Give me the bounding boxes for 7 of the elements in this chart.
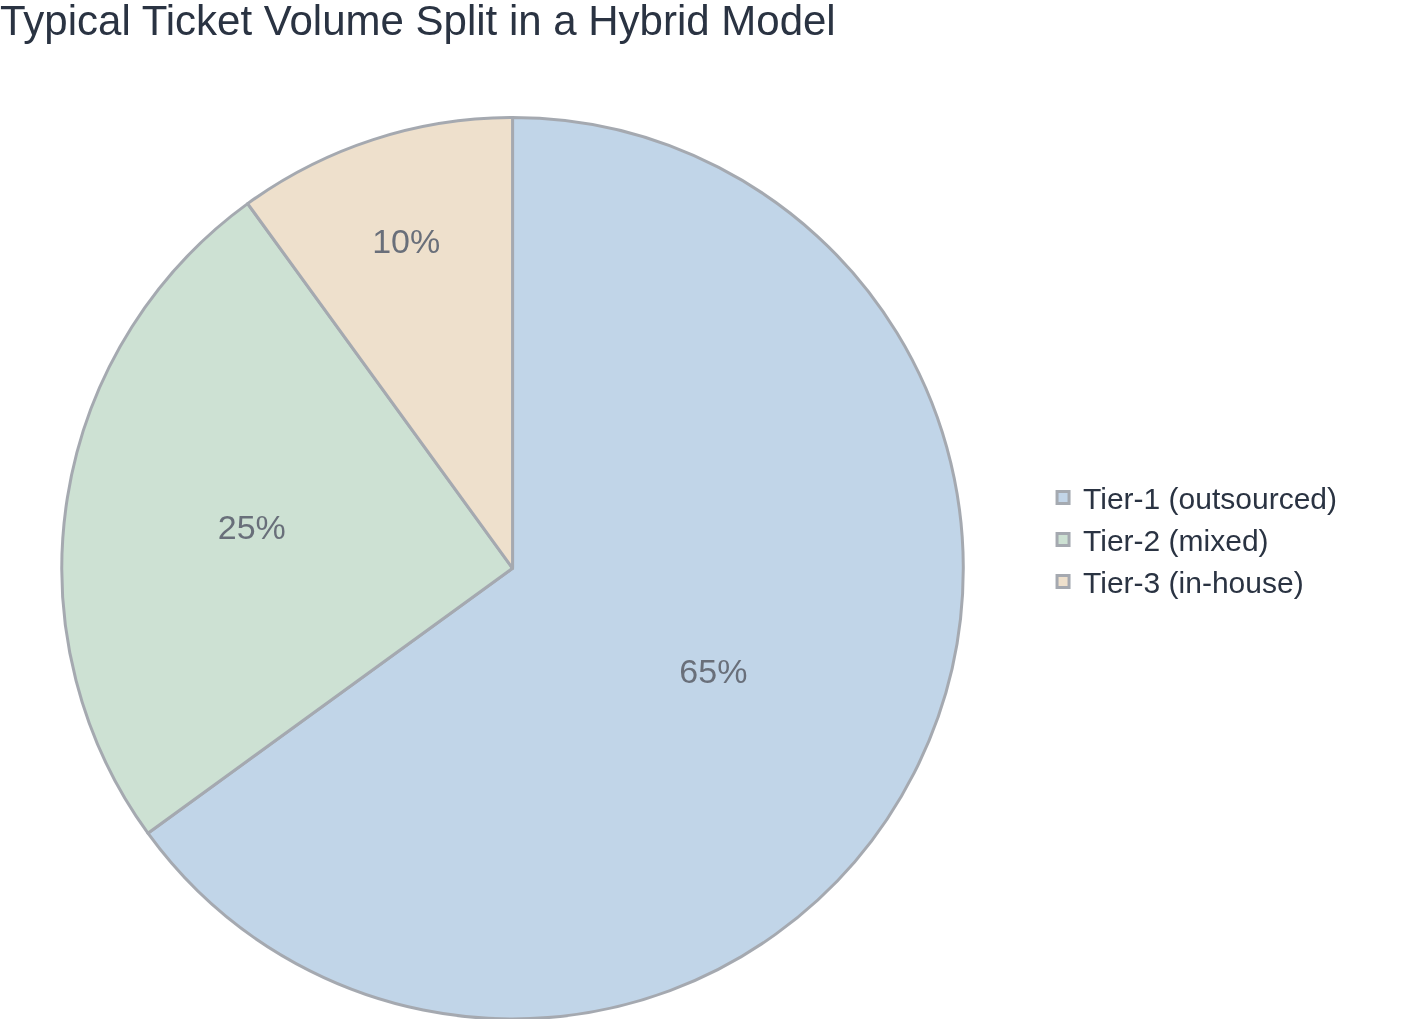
data-label: 25% (217, 507, 286, 546)
chart-title: Typical Ticket Volume Split in a Hybrid Model (0, 0, 836, 44)
data-label: 65% (679, 651, 748, 690)
legend-label: Tier-2 (mixed) (1083, 524, 1269, 558)
legend-label: Tier-1 (outsourced) (1083, 482, 1338, 516)
data-label: 10% (372, 221, 441, 260)
legend-label: Tier-3 (in-house) (1083, 566, 1304, 600)
